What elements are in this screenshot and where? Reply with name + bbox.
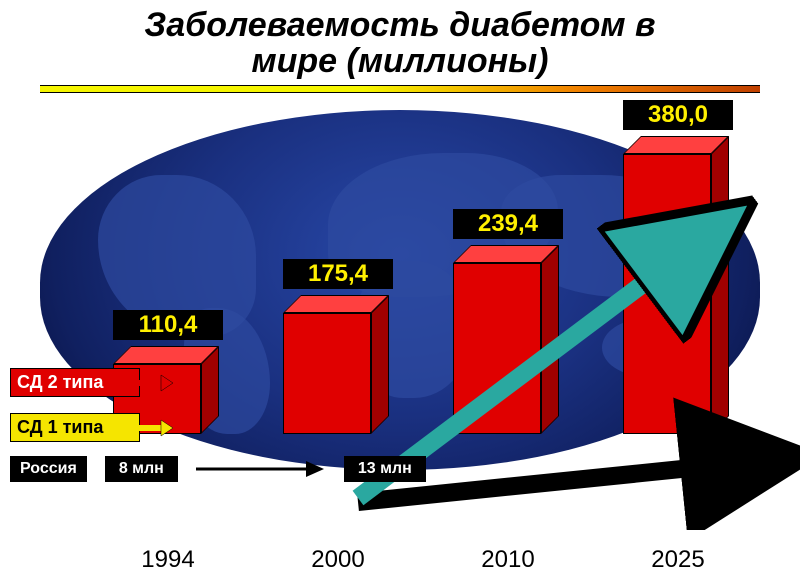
chart-stage: 110,4175,4239,4380,0 СД 2 типаСД 1 типа … — [0, 110, 800, 510]
russia-label: Россия — [10, 456, 87, 482]
legend-item: СД 2 типа — [10, 368, 140, 397]
arrow-right-icon — [139, 419, 173, 437]
arrow-right-icon — [139, 374, 173, 392]
legend: СД 2 типа СД 1 типа — [10, 368, 140, 458]
year-label: 2010 — [458, 546, 558, 574]
year-label: 2025 — [628, 546, 728, 574]
gradient-divider — [40, 85, 760, 93]
arrow-right-icon — [196, 459, 326, 479]
russia-to: 13 млн — [344, 456, 426, 482]
bar-value-label: 239,4 — [453, 209, 563, 239]
bar-value-label: 175,4 — [283, 259, 393, 289]
x-axis-years: 1994 2000 2010 2025 — [0, 546, 800, 576]
bar-2010: 239,4 — [453, 263, 563, 450]
bar-2000: 175,4 — [283, 313, 393, 450]
russia-from: 8 млн — [105, 456, 178, 482]
title-line-1: Заболеваемость диабетом в — [144, 6, 655, 44]
page-title: Заболеваемость диабетом в мире (миллионы… — [0, 0, 800, 79]
russia-row: Россия 8 млн 13 млн — [10, 456, 426, 482]
bar-value-label: 380,0 — [623, 100, 733, 130]
bar-2025: 380,0 — [623, 154, 733, 450]
bar-value-label: 110,4 — [113, 310, 223, 340]
legend-item: СД 1 типа — [10, 413, 140, 442]
title-line-2: мире (миллионы) — [251, 42, 548, 80]
year-label: 1994 — [118, 546, 218, 574]
year-label: 2000 — [288, 546, 388, 574]
